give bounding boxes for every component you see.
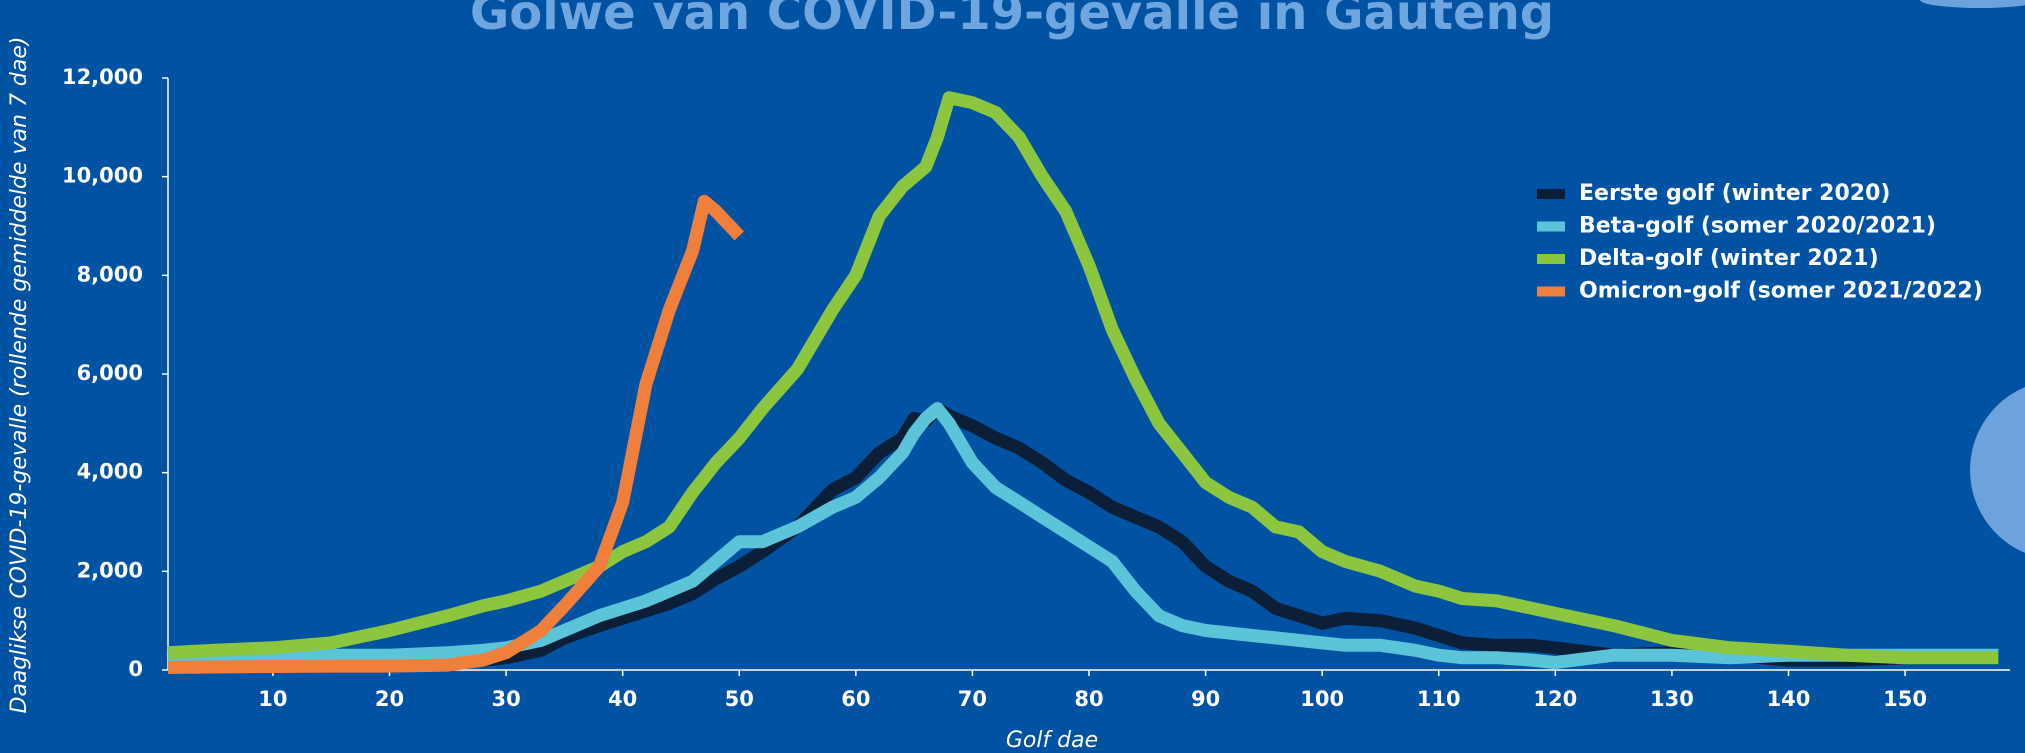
y-axis-label: Daaglikse COVID-19-gevalle (rollende gem… — [7, 37, 32, 714]
chart: Golwe van COVID-19-gevalle in Gauteng Go… — [0, 0, 2025, 753]
legend-label: Omicron-golf (somer 2021/2022) — [1579, 279, 1983, 304]
y-tick-label: 0 — [128, 657, 143, 681]
y-tick-label: 2,000 — [77, 558, 143, 582]
x-tick-label: 30 — [491, 687, 520, 711]
x-tick-label: 100 — [1300, 687, 1344, 711]
chart-title: Golwe van COVID-19-gevalle in Gauteng — [470, 0, 1554, 41]
y-tick-label: 10,000 — [62, 164, 143, 188]
x-tick-label: 10 — [258, 687, 287, 711]
legend-label: Eerste golf (winter 2020) — [1579, 181, 1890, 206]
legend-label: Beta-golf (somer 2020/2021) — [1579, 214, 1936, 239]
y-tick-label: 4,000 — [77, 460, 143, 484]
x-tick-label: 110 — [1417, 687, 1461, 711]
x-tick-label: 140 — [1767, 687, 1811, 711]
y-tick-label: 8,000 — [77, 262, 143, 286]
x-tick-label: 70 — [958, 687, 987, 711]
y-tick-label: 6,000 — [77, 361, 143, 385]
x-tick-label: 40 — [608, 687, 637, 711]
x-tick-label: 150 — [1883, 687, 1927, 711]
x-tick-label: 90 — [1191, 687, 1220, 711]
x-tick-label: 80 — [1074, 687, 1103, 711]
x-tick-label: 20 — [375, 687, 404, 711]
legend-label: Delta-golf (winter 2021) — [1579, 246, 1879, 271]
x-tick-label: 120 — [1533, 687, 1577, 711]
x-tick-label: 50 — [725, 687, 754, 711]
x-tick-label: 130 — [1650, 687, 1694, 711]
y-tick-label: 12,000 — [62, 65, 143, 89]
x-tick-label: 60 — [841, 687, 870, 711]
x-axis-label: Golf dae — [1006, 728, 1098, 753]
